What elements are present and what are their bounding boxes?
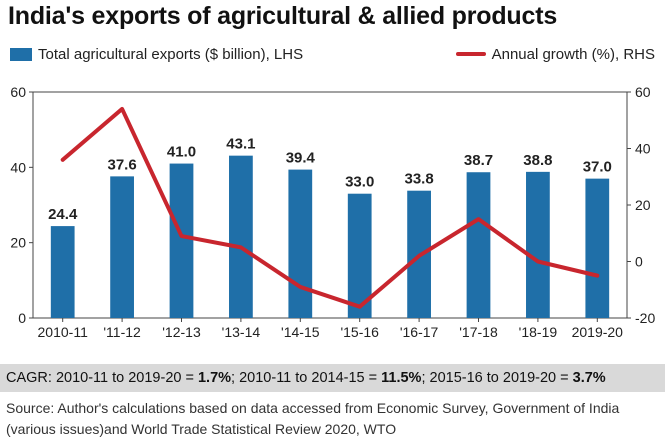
chart-plot: 24.4 37.6 41.0 43.1 39.4 33.0 33.8 38.7 38.8 37.0… (10, 84, 655, 340)
cagr-text-2: ; 2010-11 to 2014-15 = (231, 370, 382, 386)
cagr-value-2: 11.5% (381, 370, 422, 386)
legend-line-swatch (455, 52, 486, 56)
cagr-text-1: CAGR: 2010-11 to 2019-20 = (6, 370, 198, 386)
x-tick-label: '13-14 (222, 324, 261, 340)
left-tick-label: 20 (10, 235, 26, 251)
growth-point (358, 305, 362, 309)
x-tick-label: '17-18 (459, 324, 498, 340)
growth-point (239, 245, 243, 249)
bar-data-label: 37.6 (107, 156, 136, 173)
source-note: Source: Author's calculations based on d… (6, 400, 620, 437)
data-labels: 24.4 37.6 41.0 43.1 39.4 33.0 33.8 38.7 38.8 37.0 (48, 136, 612, 223)
bar (50, 226, 75, 318)
growth-point (298, 285, 302, 289)
left-tick-label: 60 (10, 84, 26, 100)
x-tick-label: 2010-11 (38, 324, 89, 340)
bar (229, 155, 253, 318)
bar (169, 163, 194, 318)
cagr-value-3: 3.7% (572, 370, 606, 386)
left-tick-label: 0 (18, 310, 26, 326)
bar (466, 172, 491, 318)
x-tick-label: '14-15 (281, 324, 320, 340)
cagr-value-1: 1.7% (197, 370, 232, 386)
bar-data-label: 33.8 (404, 171, 433, 188)
cagr-text-3: ; 2015-16 to 2019-20 = (421, 370, 573, 386)
bar (110, 176, 134, 318)
bar (288, 169, 313, 318)
growth-point (61, 158, 65, 162)
bar-data-label: 38.8 (523, 152, 552, 169)
cagr-note: CAGR: 2010-11 to 2019-20 = 1.7%; 2010-11… (0, 364, 665, 392)
growth-line-series (60, 106, 600, 309)
bar-data-label: 33.0 (345, 174, 374, 191)
bar (347, 193, 372, 318)
bar-data-label: 43.1 (226, 136, 255, 153)
growth-point (120, 107, 124, 111)
legend-line-label: Annual growth (%), RHS (491, 45, 655, 63)
legend-bar-series: Total agricultural exports ($ billion), … (10, 44, 303, 64)
right-tick-label: -20 (635, 310, 655, 326)
bar-data-label: 37.0 (583, 159, 612, 176)
bar-data-label: 39.4 (286, 150, 316, 167)
x-tick-label: '18-19 (519, 324, 558, 340)
growth-point (536, 260, 540, 263)
bar-data-label: 41.0 (167, 144, 196, 161)
growth-point (595, 274, 599, 278)
x-tick-label: 2019-20 (572, 324, 624, 340)
bar-data-label: 38.7 (464, 152, 493, 169)
legend-line-series: Annual growth (%), RHS (455, 44, 655, 64)
growth-line (60, 106, 600, 309)
x-tick-label: '11-12 (103, 324, 141, 340)
bar (585, 178, 610, 318)
growth-point (417, 254, 421, 258)
right-tick-label: 60 (635, 84, 651, 100)
right-tick-label: 40 (635, 141, 651, 157)
left-tick-label: 40 (10, 159, 26, 175)
right-tick-label: 0 (635, 254, 643, 270)
chart-title: India's exports of agricultural & allied… (8, 2, 558, 30)
legend-bar-swatch (10, 47, 32, 61)
bar (526, 171, 550, 318)
bar-data-label: 24.4 (48, 206, 78, 223)
x-tick-label: '12-13 (162, 324, 201, 340)
growth-point (180, 234, 183, 238)
right-tick-label: 20 (635, 197, 651, 213)
x-tick-label: '16-17 (400, 324, 439, 340)
bar-series (50, 155, 610, 318)
tick-labels: 0 20 40 60 -20 0 20 40 60 2010-11 '11-12 '12-13 '13-… (10, 84, 655, 340)
legend-bar-label: Total agricultural exports ($ billion), … (38, 45, 304, 63)
x-tick-label: '15-16 (340, 324, 379, 340)
growth-point (477, 217, 480, 221)
